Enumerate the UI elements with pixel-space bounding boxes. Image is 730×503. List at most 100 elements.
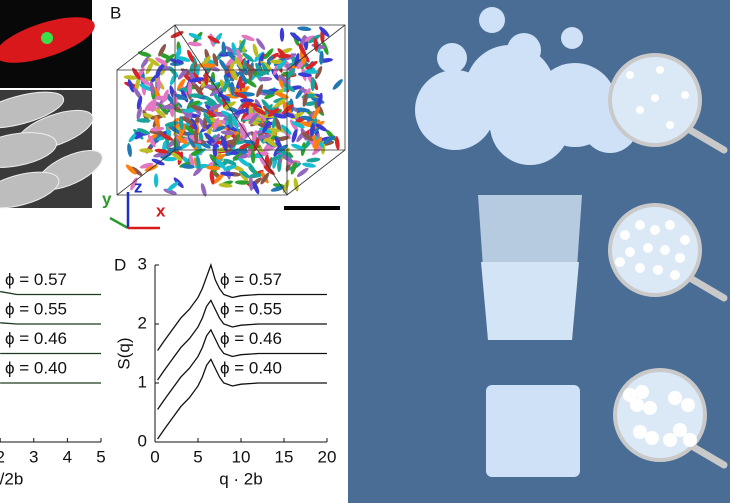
- ellipsoid: [302, 35, 316, 43]
- series-label: ϕ = 0.40: [5, 358, 67, 377]
- ellipsoid: [183, 108, 198, 113]
- ellipsoid: [162, 156, 177, 162]
- ellipsoid: [319, 50, 324, 65]
- ellipsoid: [243, 139, 258, 146]
- ellipsoid: [306, 157, 321, 163]
- ellipsoid: [187, 81, 193, 96]
- ellipsoid: [190, 118, 198, 131]
- ellipsoid: [290, 161, 297, 175]
- ellipsoid: [304, 69, 319, 74]
- ellipsoid: [188, 32, 202, 40]
- ellipsoid: [193, 129, 199, 144]
- ellipsoid: [230, 67, 238, 81]
- ellipsoid: [276, 144, 289, 154]
- ellipsoid: [302, 93, 308, 107]
- ellipsoid: [275, 92, 289, 99]
- ellipsoid: [298, 43, 307, 56]
- ellipsoid: [256, 38, 266, 50]
- ellipsoid: [156, 77, 161, 92]
- ellipsoid: [283, 82, 295, 92]
- ellipsoid: [270, 154, 284, 161]
- ellipsoid: [291, 121, 305, 129]
- ellipsoid: [243, 112, 257, 121]
- ellipsoid: [147, 134, 156, 148]
- ellipsoid: [176, 136, 189, 145]
- ellipsoid: [238, 157, 251, 167]
- ellipsoid: [125, 164, 137, 175]
- ellipsoid: [295, 107, 310, 113]
- illustration: [348, 0, 730, 503]
- y-tick-label: 1: [138, 372, 147, 391]
- ellipsoid: [136, 105, 142, 120]
- ellipsoid: [136, 128, 151, 135]
- ellipsoid: [149, 81, 155, 96]
- axis-name: z: [134, 177, 143, 196]
- ellipsoid: [163, 188, 177, 195]
- ellipsoid: [184, 125, 197, 135]
- ellipsoid: [176, 56, 191, 62]
- ellipsoid: [255, 62, 263, 76]
- green-marker: [41, 32, 53, 44]
- ellipsoid: [253, 107, 266, 115]
- series-line: [157, 328, 327, 410]
- ellipsoid: [212, 125, 226, 132]
- ellipsoid: [251, 129, 258, 144]
- ellipsoid: [319, 26, 330, 37]
- ellipsoid: [277, 53, 292, 59]
- ellipsoid: [153, 173, 159, 188]
- ellipsoid: [204, 71, 209, 86]
- ellipsoid: [161, 105, 176, 110]
- ellipsoid: [238, 75, 243, 90]
- ellipsoid: [136, 95, 143, 110]
- ellipsoid: [181, 116, 194, 125]
- ellipsoid: [171, 151, 183, 162]
- series-label: ϕ = 0.40: [220, 358, 282, 377]
- ellipsoid: [263, 48, 274, 60]
- ellipsoid: [221, 41, 227, 56]
- ellipsoid: [223, 101, 236, 110]
- series-line: [0, 290, 101, 296]
- ellipsoid: [297, 26, 312, 32]
- ellipsoid: [154, 115, 161, 129]
- ellipsoid: [208, 103, 222, 111]
- y-tick-label: 3: [138, 254, 147, 273]
- ellipsoid: [151, 98, 157, 113]
- ellipsoid: [139, 148, 154, 153]
- ellipsoid: [223, 158, 237, 166]
- ellipsoid: [291, 143, 305, 151]
- ellipsoid: [187, 135, 196, 148]
- ellipsoid: [276, 59, 287, 71]
- ellipsoid: [260, 172, 270, 185]
- ellipsoid: [322, 41, 329, 55]
- ellipsoid: [174, 47, 182, 61]
- ellipsoid: [311, 106, 321, 120]
- y-tick-label: 0: [138, 431, 147, 450]
- ellipsoid: [151, 158, 165, 166]
- series-line: [157, 358, 327, 440]
- x-tick-label: 15: [275, 447, 294, 466]
- ellipsoid: [167, 181, 179, 191]
- series-label: ϕ = 0.46: [220, 329, 282, 348]
- ellipsoid: [213, 93, 224, 106]
- panel-label: D: [114, 255, 126, 274]
- ellipsoid: [131, 166, 143, 176]
- ellipsoid: [206, 165, 220, 171]
- x-axis-label: q · 2b: [219, 469, 262, 488]
- ellipsoid: [272, 113, 287, 119]
- ellipsoid: [154, 148, 169, 154]
- x-tick-label: 20: [318, 447, 337, 466]
- ellipsoid: [174, 93, 188, 101]
- ellipsoid: [180, 164, 195, 169]
- ellipsoid: [234, 56, 243, 70]
- ellipsoid: [155, 63, 165, 75]
- ellipsoid: [207, 35, 220, 44]
- y-tick-label: 2: [138, 313, 147, 332]
- ellipsoid: [301, 132, 314, 142]
- ellipsoid: [209, 170, 215, 185]
- ellipsoid: [253, 138, 260, 152]
- ellipsoid: [261, 62, 269, 76]
- x-tick-label: 4: [63, 447, 72, 466]
- ellipsoid: [252, 181, 260, 195]
- ellipsoid: [305, 60, 318, 70]
- series-label: ϕ = 0.57: [5, 270, 67, 289]
